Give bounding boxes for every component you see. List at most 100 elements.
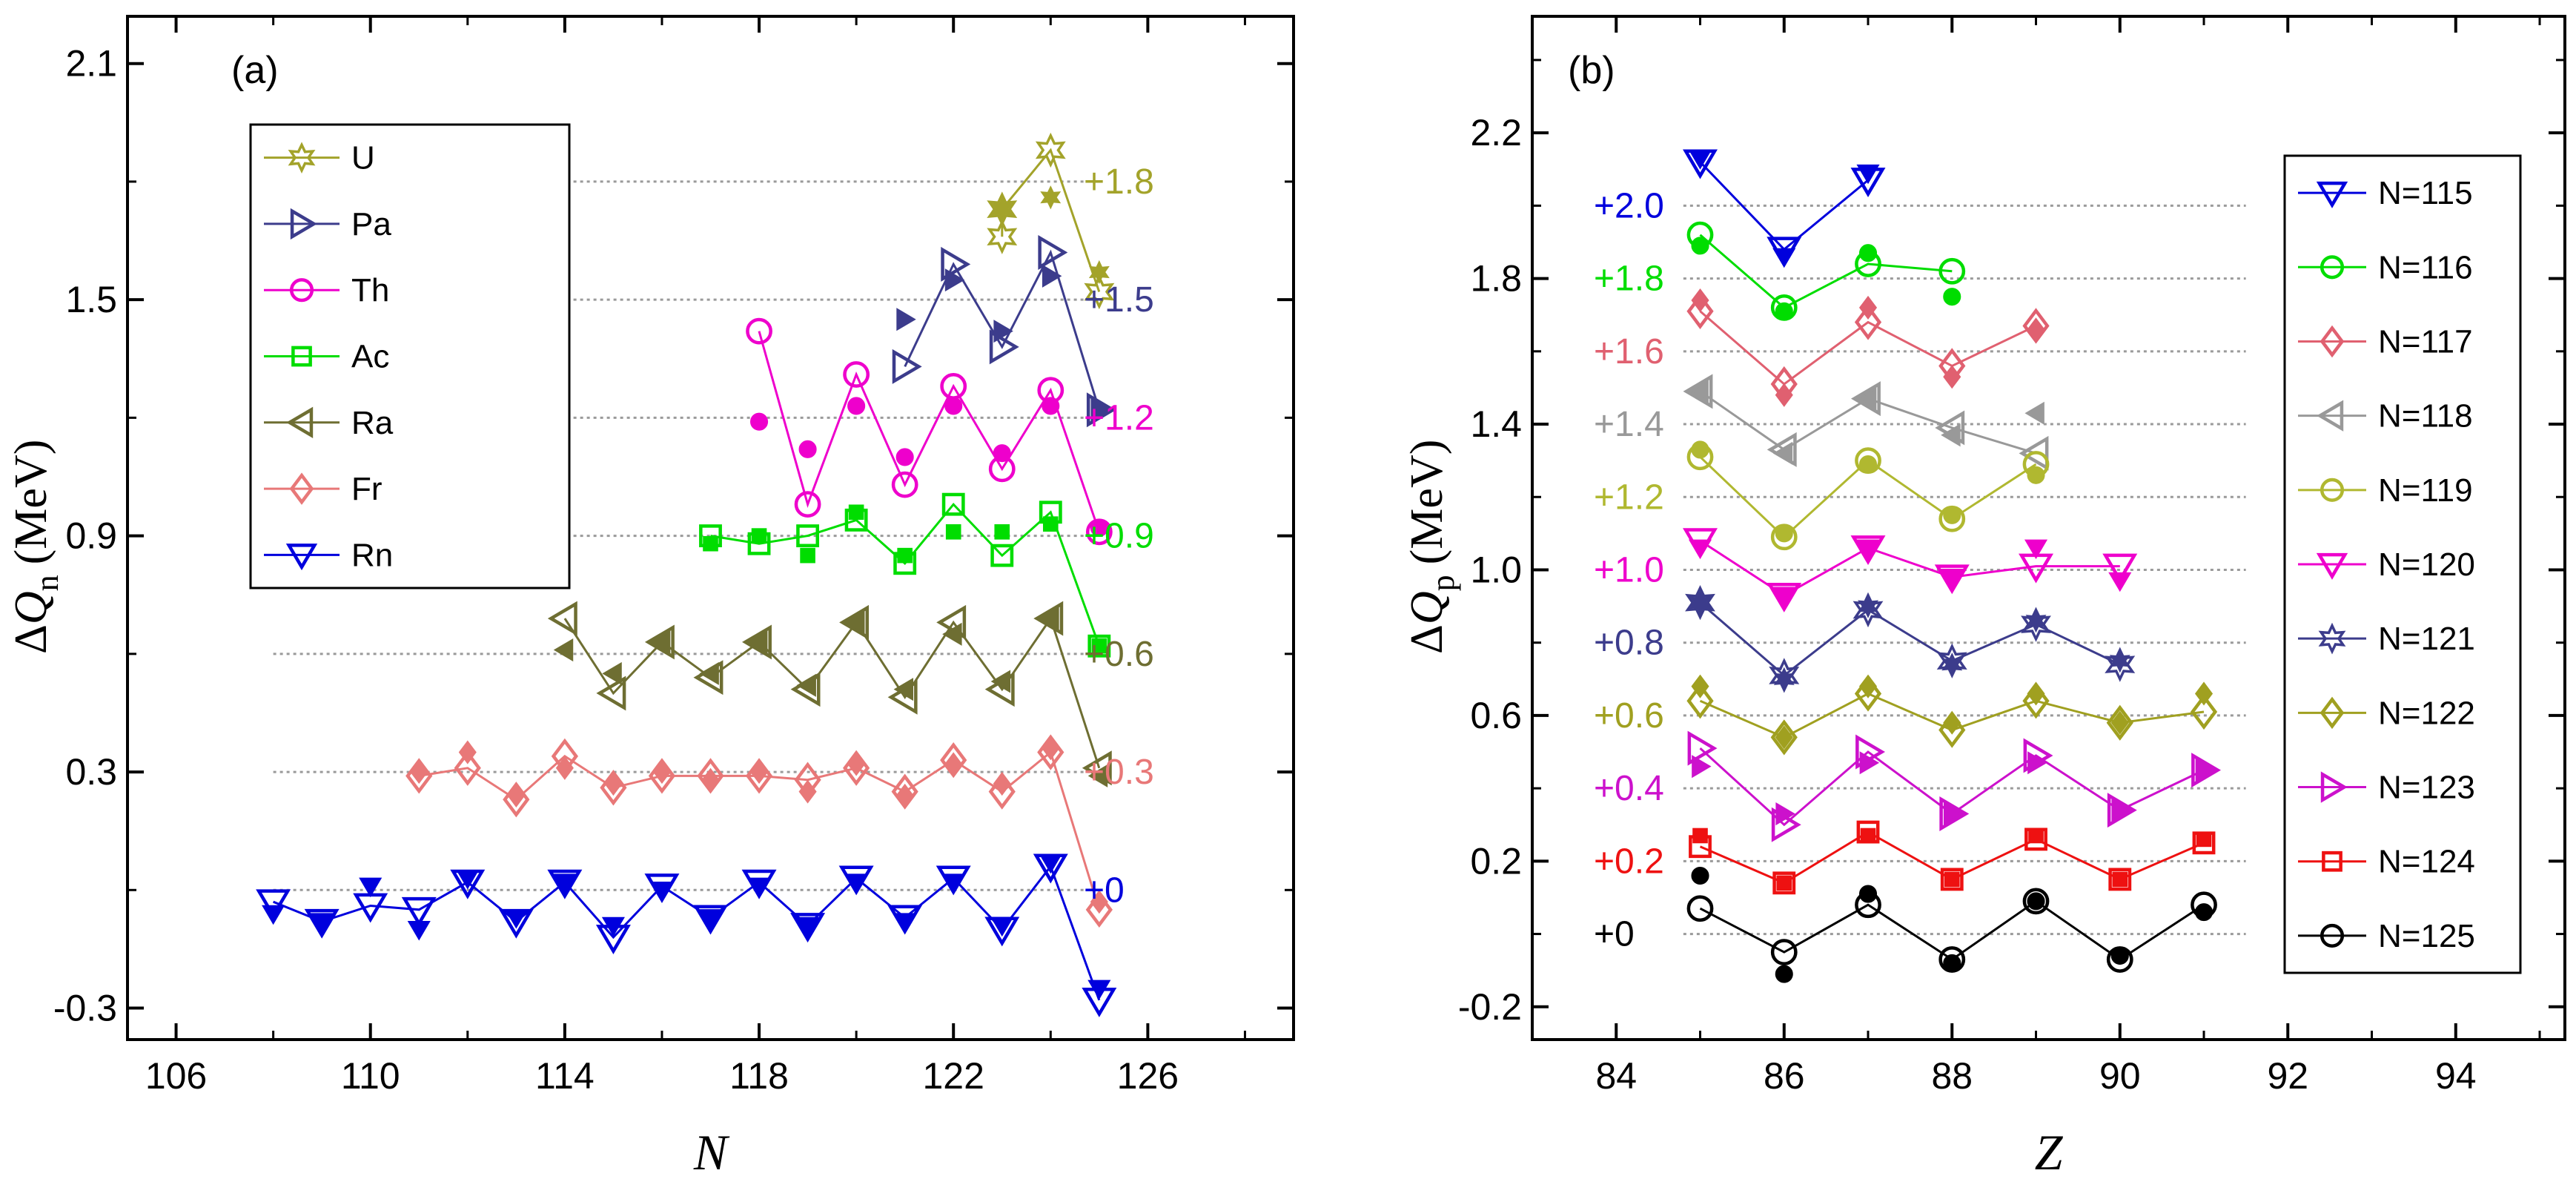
data-point-calc (1686, 293, 1714, 329)
data-point-calc (1934, 564, 1970, 595)
data-point-exp (1039, 607, 1059, 630)
y-tick-label: -0.2 (1458, 986, 1522, 1028)
data-point-exp (310, 913, 334, 933)
data-point-calc (742, 624, 772, 660)
y-axis-label: ΔQp (MeV) (1402, 440, 1461, 654)
legend-marker (2320, 923, 2345, 948)
data-point-exp (796, 916, 820, 937)
axes-frame (126, 15, 1295, 1041)
data-point-calc (1086, 392, 1116, 428)
offset-label: +0 (1594, 915, 1635, 954)
y-tick-label: 0.3 (65, 751, 117, 793)
data-point-exp (604, 771, 623, 796)
data-point-exp (456, 870, 480, 890)
data-point-exp (1856, 164, 1880, 185)
data-point-exp (1775, 383, 1793, 407)
data-point-exp (2111, 799, 2131, 822)
data-point-exp (993, 320, 1013, 343)
data-point-exp (458, 740, 477, 764)
data-point-exp (1775, 524, 1793, 543)
data-point-exp (698, 909, 723, 929)
data-point-exp (2027, 892, 2045, 911)
data-point-exp (407, 921, 431, 941)
data-point-calc (1035, 132, 1066, 168)
data-point-calc (2102, 553, 2138, 584)
data-point-calc (1686, 895, 1714, 922)
offset-label: +1.5 (1084, 280, 1154, 320)
data-point-exp (1689, 590, 1711, 615)
legend-marker (2320, 325, 2345, 358)
data-point-calc (1938, 712, 1966, 748)
x-tick-label: 106 (145, 1055, 207, 1097)
data-point-calc (794, 491, 821, 518)
data-point-exp (800, 547, 815, 564)
data-point-exp (2110, 947, 2129, 965)
data-point-calc (1038, 234, 1068, 270)
data-point-calc (1686, 683, 1714, 719)
data-point-calc (987, 219, 1018, 254)
y-tick-label: 1.5 (65, 279, 117, 320)
data-point-exp (847, 397, 866, 415)
data-point-exp (1858, 455, 1878, 474)
y-axis-label-symbol: Δ (1402, 624, 1452, 654)
data-point-exp (1775, 802, 1795, 826)
offset-label: +1.8 (1084, 162, 1154, 202)
data-point-exp (2025, 609, 2047, 633)
data-point-exp (847, 752, 866, 776)
legend-label: N=116 (2378, 249, 2473, 285)
data-point-exp (2109, 649, 2130, 673)
data-point-exp (553, 873, 577, 894)
series-line (1699, 234, 1953, 309)
data-point-exp (1943, 710, 1961, 735)
data-point-exp (1772, 441, 1793, 465)
data-point-exp (1856, 539, 1880, 560)
series-line (1699, 310, 2037, 386)
data-point-calc (1850, 535, 1886, 566)
x-tick-label: 86 (1764, 1055, 1805, 1097)
legend-marker (285, 544, 318, 571)
data-point-exp (1775, 302, 1793, 320)
data-point-exp (601, 916, 625, 937)
data-point-calc (1772, 871, 1796, 895)
data-point-exp (1042, 736, 1060, 761)
data-point-exp (1088, 260, 1110, 285)
data-point-exp (844, 873, 868, 894)
legend-label: Pa (351, 206, 391, 242)
series-fr (405, 734, 1113, 928)
data-point-exp (1691, 674, 1709, 698)
data-point-calc (843, 361, 870, 388)
data-point-exp (845, 610, 865, 634)
data-point-exp (1944, 871, 1960, 888)
data-point-exp (2196, 831, 2212, 848)
data-point-calc (1687, 730, 1718, 766)
data-point-exp (942, 622, 962, 646)
offset-label: +0.4 (1594, 769, 1664, 808)
y-tick-label: 0.6 (1470, 695, 1522, 736)
y-axis-label-sub: p (1425, 575, 1461, 591)
data-point-exp (1090, 398, 1110, 422)
data-point-calc (596, 676, 626, 711)
data-point-exp (1943, 506, 1961, 524)
data-point-calc (988, 773, 1016, 810)
y-tick-label: 2.2 (1470, 112, 1522, 153)
data-point-calc (1938, 257, 1966, 285)
series-n-125 (1686, 866, 2217, 983)
legend-label: N=125 (2378, 918, 2475, 954)
panel-a: +1.8 +1.5 +1.2 +0.9 +0.6 +0.3 +0 106 110 114 118 12… (6, 15, 1295, 1180)
legend-marker (290, 208, 317, 240)
data-point-exp (1941, 653, 1963, 677)
legend-label: N=121 (2378, 621, 2475, 657)
data-point-calc (2019, 435, 2049, 471)
data-point-calc (2107, 793, 2137, 828)
y-axis-label-q: Q (6, 591, 56, 624)
data-point-calc (1854, 676, 1882, 712)
data-point-calc (454, 750, 481, 786)
data-point-calc (2106, 704, 2133, 741)
data-point-exp (751, 528, 767, 544)
x-axis-label: N (693, 1124, 730, 1180)
series-n-117 (1686, 288, 2050, 407)
offset-label: +1.2 (1594, 478, 1664, 517)
data-point-exp (941, 873, 965, 894)
legend: U Pa Th Ac Ra Fr Rn (249, 123, 571, 589)
